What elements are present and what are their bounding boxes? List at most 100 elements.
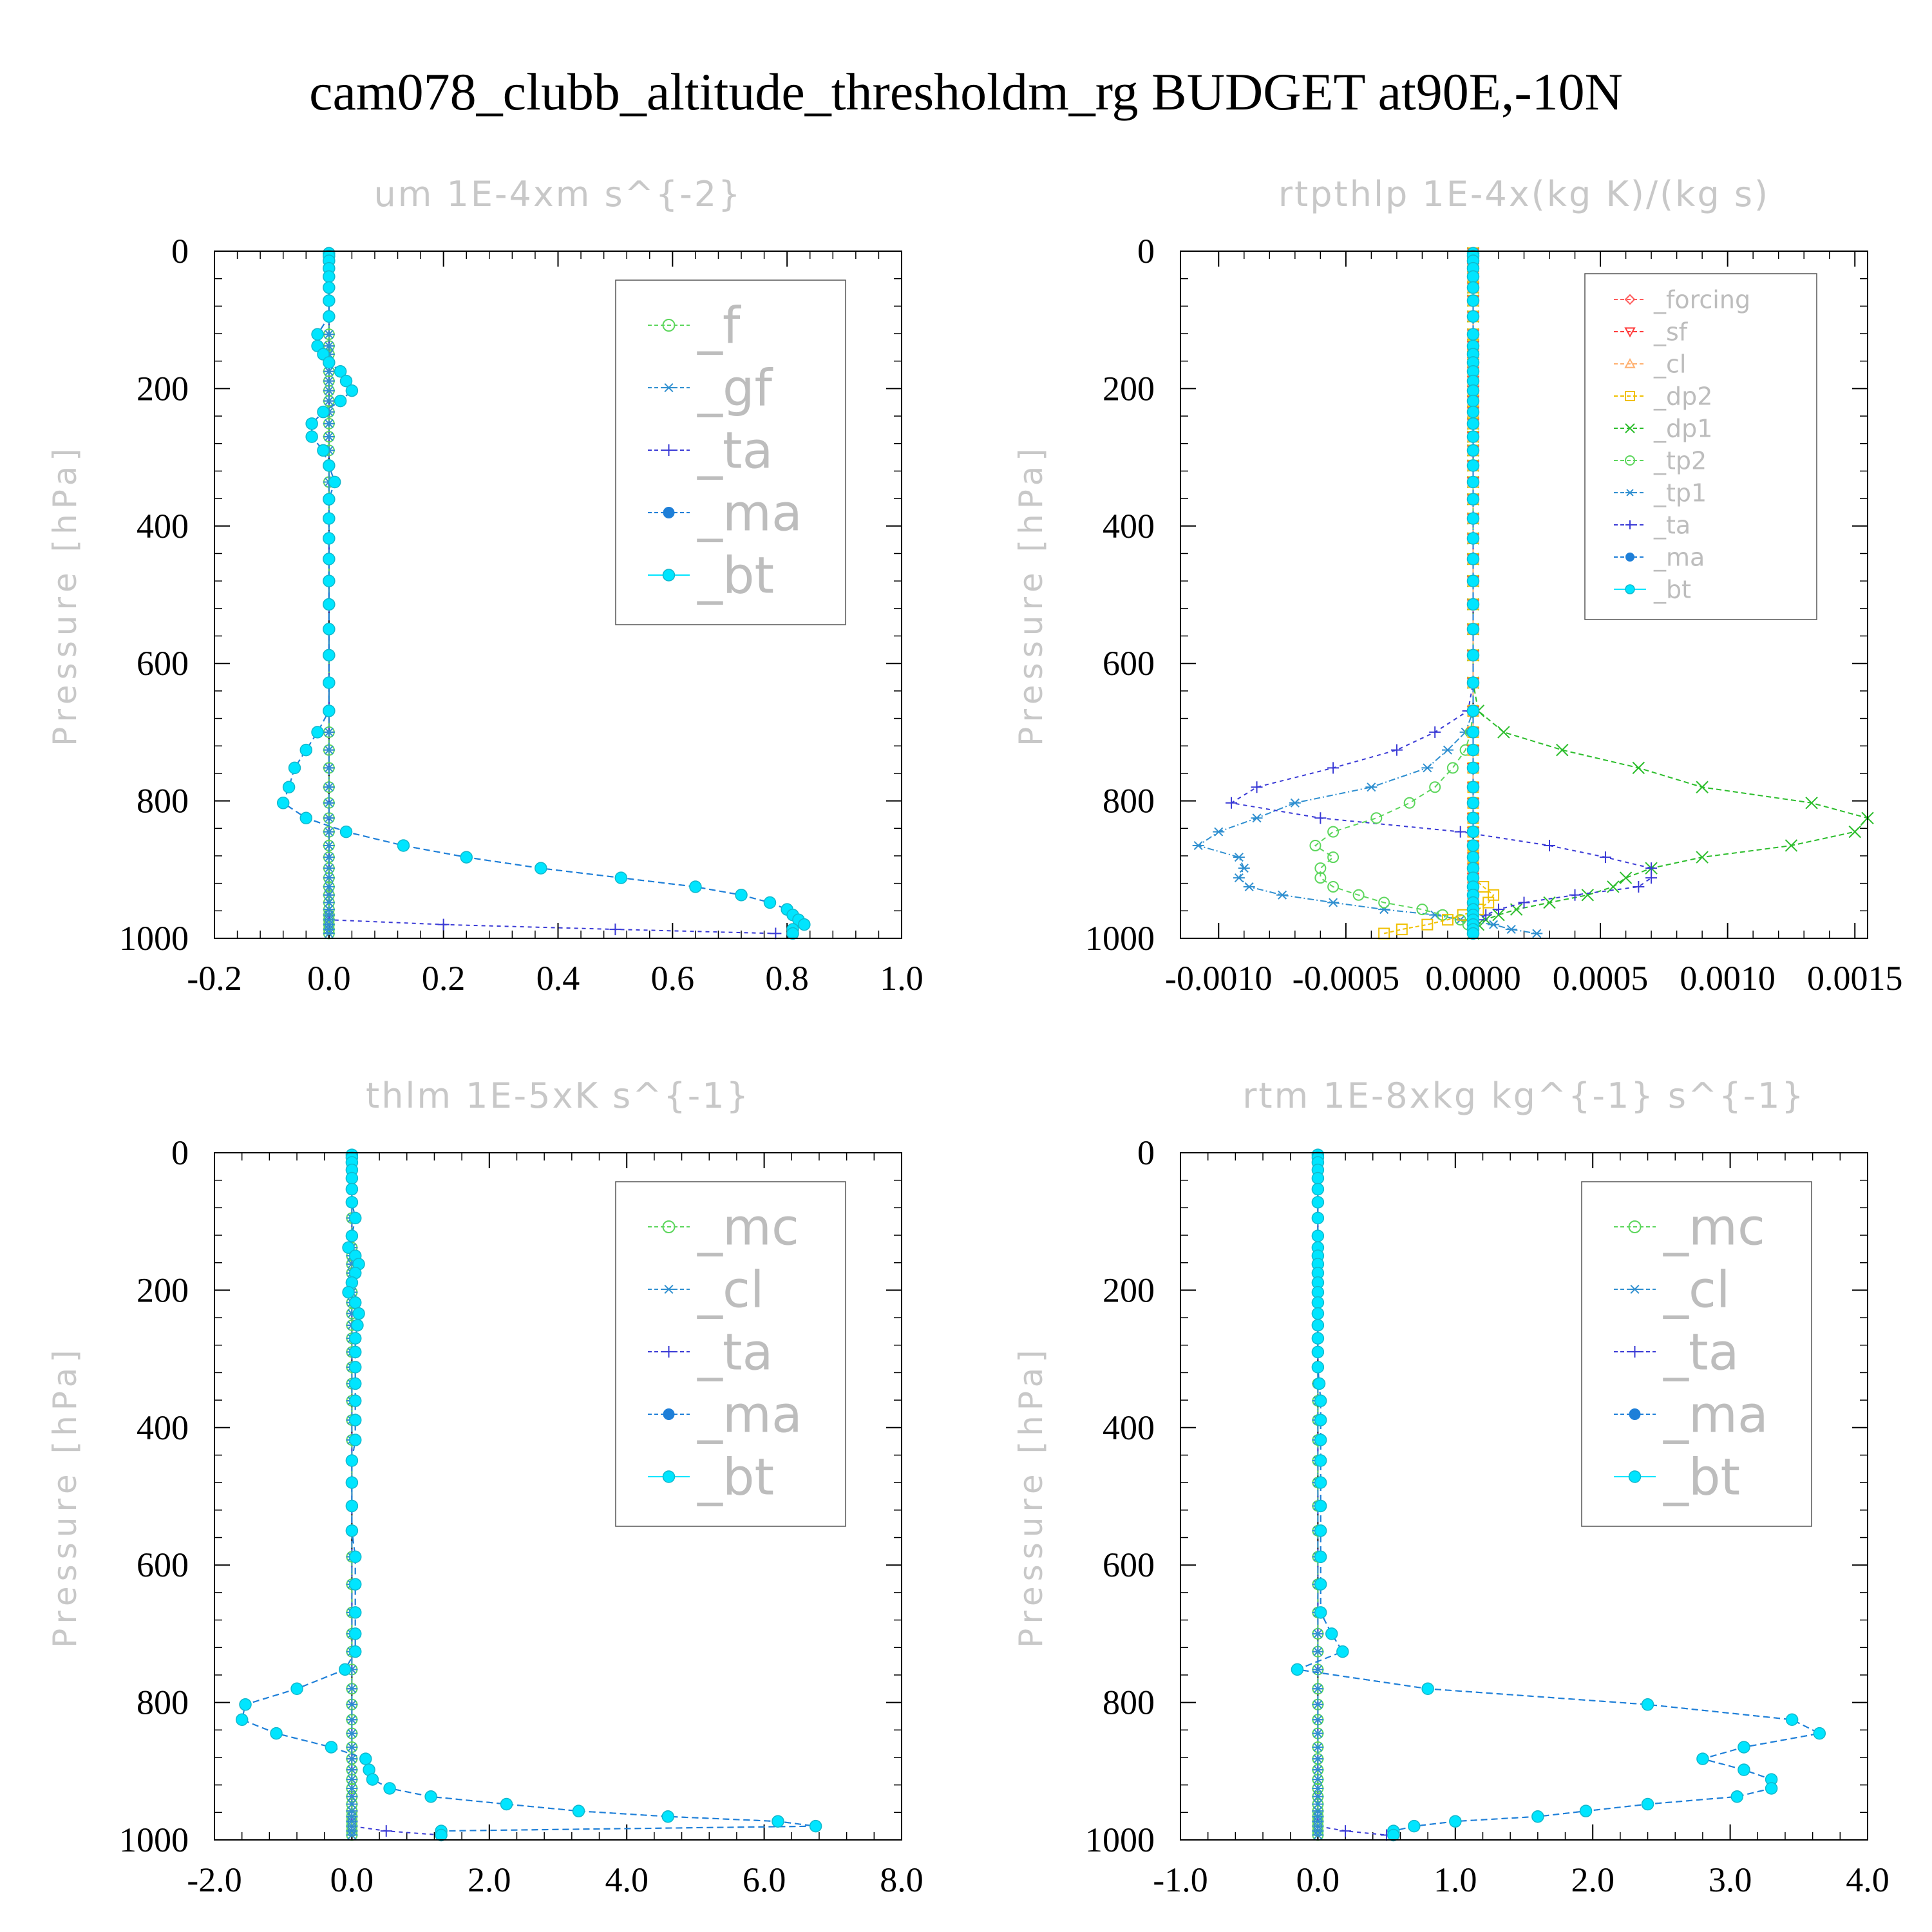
legend-item-ma: _ma [648, 484, 802, 542]
legend-label: _dp2 [1653, 382, 1712, 410]
data-point [323, 386, 335, 395]
plot-frame [1180, 1152, 1868, 1841]
data-point [1466, 705, 1480, 717]
data-point [1531, 929, 1543, 938]
series-dp2 [1378, 247, 1500, 940]
legend-label: _dp1 [1653, 414, 1712, 442]
data-point [348, 1414, 362, 1426]
legend: _mc_cl_ta_ma_bt [615, 1181, 846, 1527]
legend-item-ma: _ma [1614, 1386, 1768, 1444]
data-point [270, 1727, 283, 1740]
data-point [323, 532, 336, 545]
data-point [305, 430, 318, 443]
legend-label: _cl [1663, 1261, 1730, 1319]
data-point [1813, 1727, 1826, 1740]
data-point [323, 705, 336, 717]
x-tick-label: 2.0 [1571, 1861, 1615, 1899]
legend-label: _mc [697, 1198, 799, 1256]
data-point [1531, 1810, 1544, 1823]
data-point [345, 1182, 359, 1196]
data-point [1327, 851, 1340, 864]
x-tick-label: -0.0005 [1293, 959, 1399, 998]
legend-item-ta: _ta [648, 422, 773, 480]
data-point [1543, 896, 1556, 909]
data-point [351, 1319, 364, 1332]
data-point [1466, 294, 1480, 307]
legend-marker [1625, 553, 1634, 562]
data-point [345, 1171, 359, 1185]
y-tick-label: 800 [137, 1683, 189, 1722]
data-point [348, 1550, 362, 1564]
legend-item-cl: _cl [648, 1261, 764, 1319]
legend-item-ta: _ta [1614, 1323, 1739, 1381]
data-point [1738, 1763, 1750, 1776]
data-point [288, 761, 301, 775]
data-point [325, 1741, 338, 1754]
data-point [1466, 459, 1480, 472]
data-point [348, 1377, 362, 1390]
data-point [614, 871, 628, 884]
legend-item-sf: _sf [1614, 317, 1689, 346]
data-point [1226, 797, 1238, 809]
legend-marker [1625, 489, 1634, 497]
x-tick-label: 6.0 [743, 1861, 786, 1899]
data-point [1312, 1775, 1324, 1785]
data-point [1466, 851, 1480, 864]
data-point [348, 1645, 362, 1658]
data-point [352, 1307, 365, 1320]
data-point [1466, 444, 1480, 457]
data-point [1641, 1797, 1654, 1811]
data-point [1408, 1819, 1421, 1833]
x-tick-label: 0.0005 [1553, 959, 1649, 998]
data-point [1312, 1830, 1324, 1840]
data-point [1518, 896, 1530, 909]
data-point [1314, 1550, 1327, 1564]
data-point [1466, 328, 1480, 341]
data-point [1446, 762, 1459, 774]
data-point [323, 813, 335, 823]
data-point [1314, 1414, 1327, 1426]
data-point [1340, 1825, 1352, 1837]
data-point [437, 918, 450, 931]
data-point [1429, 726, 1441, 738]
legend-label: _bt [697, 547, 774, 605]
data-point [1421, 763, 1434, 773]
y-axis-label: Pressure [hPa] [1012, 1345, 1050, 1648]
data-point [339, 374, 353, 388]
data-point [299, 811, 313, 825]
data-point [1466, 553, 1480, 565]
plot-frame [1180, 251, 1868, 939]
data-point [338, 1663, 352, 1676]
x-tick-label: 1.0 [1434, 1861, 1477, 1899]
data-point [239, 1698, 252, 1711]
data-point [323, 270, 336, 283]
series-bt [1291, 1148, 1826, 1842]
data-point [323, 853, 335, 862]
data-point [276, 797, 290, 810]
data-point [1581, 889, 1595, 902]
data-point [1311, 1361, 1325, 1374]
legend-label: _bt [697, 1448, 774, 1506]
data-point [1466, 761, 1480, 775]
data-point [311, 726, 324, 739]
data-point [346, 1792, 358, 1801]
data-point [1466, 475, 1480, 489]
y-axis-label: Pressure [hPa] [1012, 443, 1050, 746]
data-point [328, 475, 341, 489]
y-tick-label: 200 [137, 1271, 189, 1309]
data-point [1765, 1782, 1778, 1795]
data-point [1466, 649, 1480, 662]
legend-label: _ta [1663, 1323, 1739, 1381]
y-tick-label: 800 [1103, 782, 1155, 820]
data-point [1314, 1394, 1327, 1407]
legend-item-bt: _bt [648, 547, 774, 605]
data-point [380, 1825, 392, 1837]
y-tick-label: 1000 [1085, 919, 1155, 958]
data-point [1466, 598, 1480, 611]
data-point [323, 512, 336, 525]
data-point [809, 1819, 822, 1833]
data-point [323, 493, 336, 506]
data-point [1312, 1377, 1326, 1390]
y-tick-label: 600 [137, 644, 189, 683]
